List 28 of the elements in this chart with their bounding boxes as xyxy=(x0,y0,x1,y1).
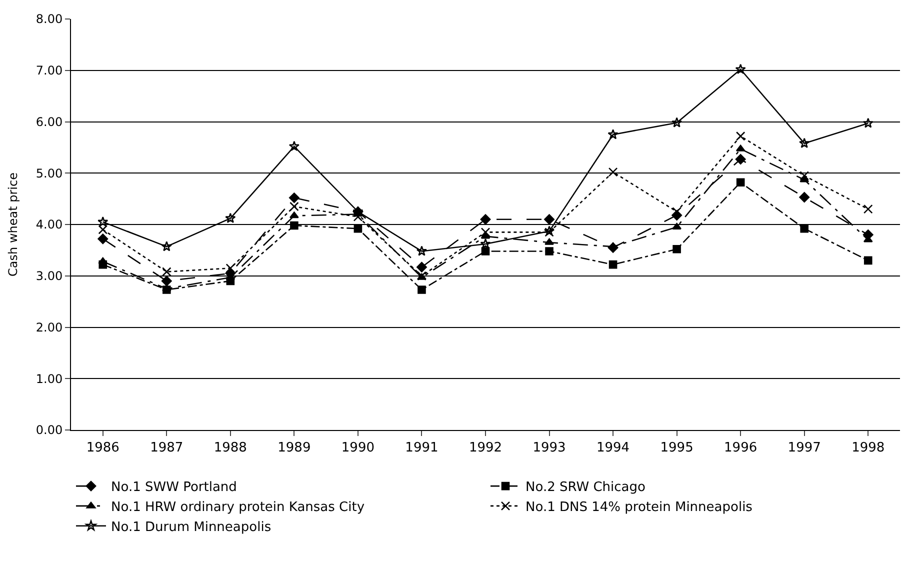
y-tick-label: 2.00 xyxy=(36,320,63,334)
x-tick-label: 1993 xyxy=(532,440,566,456)
x-tick-label: 1994 xyxy=(596,440,630,456)
y-tick-label: 0.00 xyxy=(36,423,63,438)
x-tick-label: 1996 xyxy=(724,440,758,456)
legend-label: No.1 HRW ordinary protein Kansas City xyxy=(111,500,365,516)
x-tick-label: 1997 xyxy=(788,440,821,456)
legend-label: No.1 SWW Portland xyxy=(111,480,237,496)
x-tick-label: 1989 xyxy=(278,440,311,456)
x-tick-label: 1988 xyxy=(214,440,247,456)
y-tick-label: 5.00 xyxy=(36,166,63,180)
y-tick-label: 3.00 xyxy=(36,269,63,284)
x-tick-label: 1998 xyxy=(852,440,885,456)
y-tick-label: 6.00 xyxy=(36,114,63,129)
y-tick-label: 4.00 xyxy=(36,218,63,232)
x-tick-label: 1995 xyxy=(660,440,694,456)
y-tick-label: 1.00 xyxy=(36,372,63,386)
x-tick-label: 1990 xyxy=(341,440,375,456)
legend-label: No.2 SRW Chicago xyxy=(526,480,646,496)
legend-label: No.1 DNS 14% protein Minneapolis xyxy=(526,500,753,516)
x-tick-label: 1991 xyxy=(405,440,438,456)
x-tick-label: 1986 xyxy=(86,440,120,456)
y-tick-label: 8.00 xyxy=(36,12,63,26)
x-tick-label: 1992 xyxy=(468,440,502,456)
y-tick-label: 7.00 xyxy=(36,64,63,78)
legend-label: No.1 Durum Minneapolis xyxy=(111,520,272,535)
x-tick-label: 1987 xyxy=(150,440,184,456)
y-axis-title: Cash wheat price xyxy=(6,172,20,276)
